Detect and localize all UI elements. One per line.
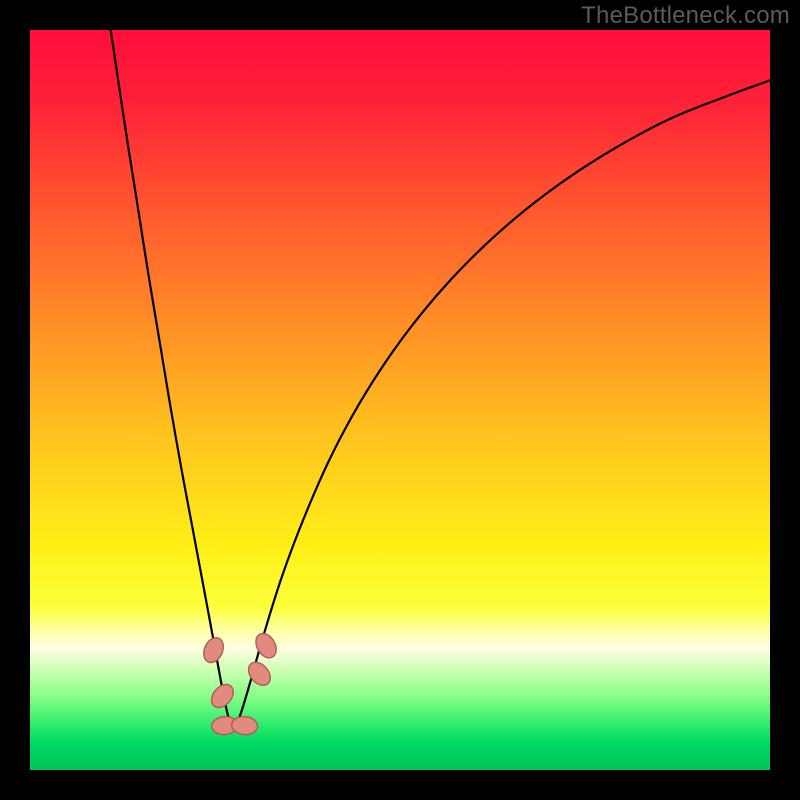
chart-svg (0, 0, 800, 800)
chart-container: TheBottleneck.com (0, 0, 800, 800)
plot-background-gradient (30, 30, 770, 770)
watermark-text: TheBottleneck.com (581, 2, 790, 30)
